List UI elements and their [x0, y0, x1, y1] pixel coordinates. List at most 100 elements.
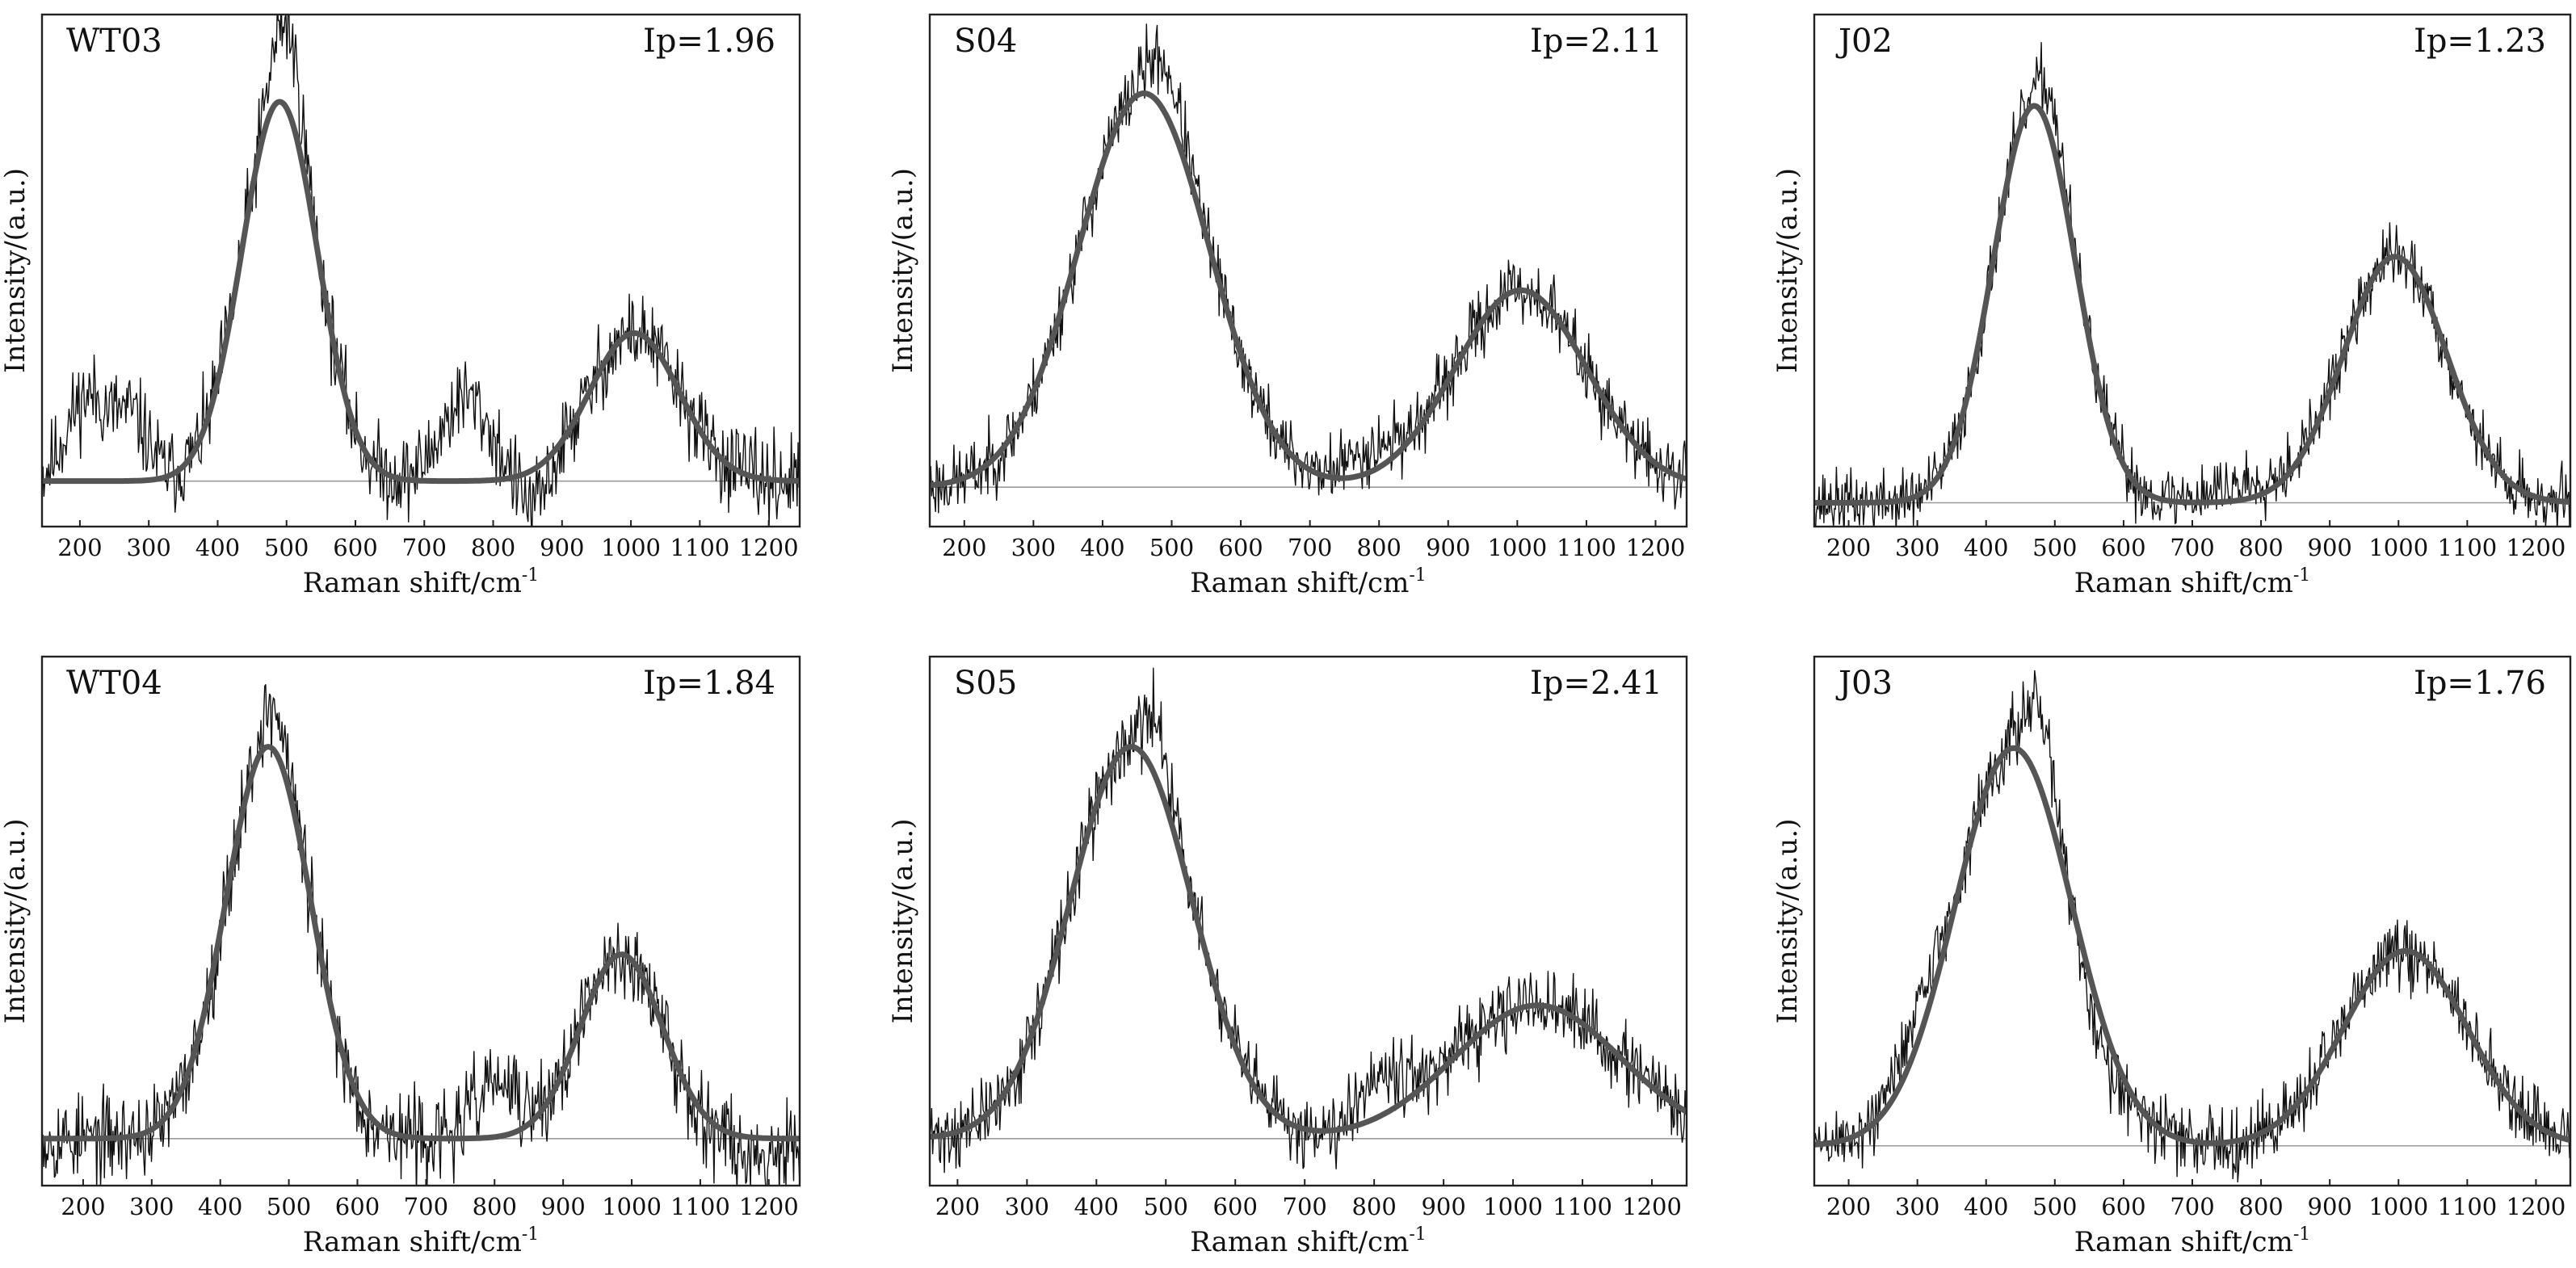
x-axis-label-unit: cm: [1368, 1226, 1409, 1258]
plot-frame: [1813, 13, 2572, 528]
raw-spectrum-line: [42, 15, 800, 527]
plot-frame: [40, 655, 801, 1187]
raw-spectrum-line: [1814, 42, 2570, 527]
x-tick-label: 700: [402, 534, 447, 561]
x-tick-label: 1200: [739, 534, 799, 561]
x-tick-label: 700: [404, 1193, 448, 1220]
x-tick-label: 200: [942, 534, 986, 561]
x-tick-label: 500: [1144, 1193, 1188, 1220]
x-tick-label: 1000: [2368, 1193, 2428, 1220]
sample-label: WT04: [66, 665, 162, 702]
x-axis-label-unit: cm: [481, 1226, 522, 1258]
x-tick-label: 1200: [739, 1193, 799, 1220]
x-tick-label: 200: [1826, 1193, 1871, 1220]
x-tick-label: 900: [2308, 1193, 2352, 1220]
plot-frame: [928, 13, 1688, 528]
raw-spectrum-line: [930, 667, 1687, 1174]
fitted-curve-line: [42, 744, 800, 1142]
x-tick-label: 600: [2101, 534, 2145, 561]
x-tick-label: 1200: [1626, 534, 1686, 561]
x-tick-label: 700: [2170, 1193, 2214, 1220]
x-tick-label: 400: [195, 534, 240, 561]
x-tick-label: 600: [1213, 1193, 1258, 1220]
fitted-curve-line: [42, 99, 800, 485]
x-tick-label: 400: [1964, 534, 2008, 561]
x-tick-label: 700: [1288, 534, 1332, 561]
x-axis-label: Raman shift/cm-1: [2074, 565, 2311, 599]
x-tick-label: 1000: [1483, 1193, 1543, 1220]
x-tick-label: 1100: [670, 534, 729, 561]
x-tick-label: 200: [57, 534, 102, 561]
x-tick-label: 400: [1080, 534, 1124, 561]
sample-label: S04: [954, 23, 1017, 60]
fitted-curve-line: [1814, 745, 2570, 1148]
x-tick-label: 200: [61, 1193, 105, 1220]
x-tick-label: 900: [2308, 534, 2352, 561]
x-tick-label: 400: [1964, 1193, 2008, 1220]
x-tick-label: 1000: [2368, 534, 2428, 561]
raw-spectrum-line: [42, 684, 800, 1186]
plot-frame: [928, 655, 1688, 1187]
x-axis-label: Raman shift/cm-1: [1190, 565, 1427, 599]
x-axis-label: Raman shift/cm-1: [303, 565, 540, 599]
x-tick-label: 800: [471, 534, 515, 561]
sample-label: S05: [954, 665, 1017, 702]
x-axis-label-text: Raman shift/: [2074, 1226, 2252, 1258]
raman-panel-s04: 200 300 400 500 600 700 800 900 1000 1100 1200 Rama…: [887, 13, 1688, 599]
x-tick-label: 800: [1357, 534, 1401, 561]
x-tick-label: 400: [198, 1193, 242, 1220]
x-tick-label: 800: [473, 1193, 517, 1220]
x-tick-label: 900: [540, 534, 584, 561]
x-tick-label: 1100: [670, 1193, 730, 1220]
x-tick-label: 1000: [1487, 534, 1547, 561]
x-axis-label-exponent: -1: [2293, 565, 2310, 586]
y-axis-label: Intensity/(a.u.): [887, 168, 919, 373]
x-tick-label: 600: [2101, 1193, 2145, 1220]
fitted-curve-line: [930, 90, 1687, 489]
ip-label: Ip=1.23: [2414, 23, 2546, 60]
x-tick-label: 300: [126, 534, 170, 561]
x-tick-label: 800: [2238, 1193, 2283, 1220]
x-axis-label-exponent: -1: [522, 1224, 539, 1245]
x-tick-label: 300: [1011, 534, 1056, 561]
ip-label: Ip=1.96: [643, 23, 775, 60]
x-tick-label: 300: [1895, 1193, 1939, 1220]
x-tick-label: 300: [1005, 1193, 1049, 1220]
y-axis-label: Intensity/(a.u.): [0, 168, 32, 373]
x-tick-label: 1100: [2437, 534, 2497, 561]
x-tick-label: 700: [1283, 1193, 1327, 1220]
x-axis-label-exponent: -1: [522, 565, 539, 586]
ip-label: Ip=2.11: [1530, 23, 1662, 60]
x-tick-label: 900: [540, 1193, 585, 1220]
x-tick-label: 200: [935, 1193, 980, 1220]
raman-panel-s05: 200 300 400 500 600 700 800 900 1000 1100 1200 Rama…: [887, 655, 1688, 1258]
x-tick-label: 1200: [2507, 1193, 2566, 1220]
x-tick-label: 1100: [1557, 534, 1616, 561]
sample-label: J03: [1835, 665, 1893, 702]
x-axis-label-text: Raman shift/: [303, 567, 481, 599]
x-axis-label-unit: cm: [481, 567, 522, 599]
x-tick-label: 500: [2032, 1193, 2077, 1220]
x-tick-label: 1100: [2437, 1193, 2497, 1220]
ip-label: Ip=1.76: [2414, 665, 2546, 702]
x-tick-label: 600: [333, 534, 377, 561]
x-tick-label: 500: [1149, 534, 1194, 561]
plot-frame: [1813, 655, 2572, 1187]
x-axis-label-exponent: -1: [1409, 1224, 1426, 1245]
x-tick-label: 600: [335, 1193, 380, 1220]
x-tick-label: 900: [1426, 534, 1470, 561]
x-tick-label: 1100: [1553, 1193, 1612, 1220]
y-axis-label: Intensity/(a.u.): [1771, 168, 1804, 373]
plot-frame: [40, 13, 801, 528]
x-tick-label: 500: [267, 1193, 311, 1220]
x-tick-label: 1200: [2507, 534, 2566, 561]
raw-spectrum-line: [930, 23, 1687, 514]
x-axis-label-unit: cm: [2252, 1226, 2293, 1258]
x-tick-label: 200: [1826, 534, 1871, 561]
x-tick-label: 800: [2238, 534, 2283, 561]
x-tick-label: 300: [129, 1193, 174, 1220]
x-axis-label-unit: cm: [1368, 567, 1409, 599]
x-tick-label: 1000: [602, 1193, 662, 1220]
x-tick-label: 1200: [1622, 1193, 1682, 1220]
